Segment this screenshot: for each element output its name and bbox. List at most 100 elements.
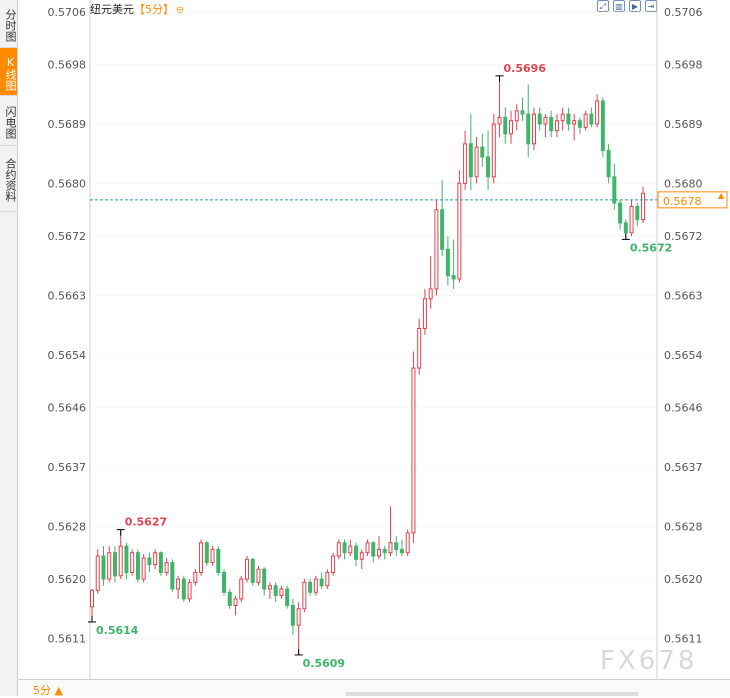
extreme-label: 0.5672 xyxy=(630,241,672,254)
y-tick-label-left: 0.5680 xyxy=(48,177,87,190)
extreme-label: 0.5614 xyxy=(96,624,139,637)
candle-body xyxy=(572,120,577,125)
candle-body xyxy=(348,545,353,554)
candle-body xyxy=(497,116,502,125)
candle-body xyxy=(118,545,123,577)
fit-icon[interactable]: ⤢ xyxy=(597,0,609,12)
y-tick-label-left: 0.5689 xyxy=(48,118,87,131)
y-tick-label-right: 0.5654 xyxy=(664,349,703,362)
candle-body xyxy=(445,248,450,277)
candle-body xyxy=(285,588,290,606)
candle-body xyxy=(199,542,204,573)
candle-body xyxy=(595,100,600,125)
candle-body xyxy=(589,113,594,125)
candle-body xyxy=(90,589,94,608)
y-tick-label-left: 0.5646 xyxy=(48,402,87,415)
y-tick-label-right: 0.5706 xyxy=(664,6,703,19)
candle-body xyxy=(600,100,605,151)
candle-body xyxy=(107,552,112,580)
candle-body xyxy=(457,182,462,280)
candle-body xyxy=(244,558,249,580)
y-axis: 0.5706 0.5706 0.5698 0.5698 0.5689 0.5689 0.56… xyxy=(48,6,703,646)
candle-body xyxy=(377,548,381,557)
candle-body xyxy=(210,548,215,564)
candle-body xyxy=(388,542,393,554)
candle-body xyxy=(583,113,588,128)
y-tick-label-right: 0.5663 xyxy=(664,289,703,302)
candle-body xyxy=(290,604,295,626)
y-tick-label-left: 0.5611 xyxy=(48,632,87,645)
candle-body xyxy=(176,578,181,590)
candle-body xyxy=(187,581,192,600)
candle-body xyxy=(204,542,209,564)
candle-icon[interactable]: ▥ xyxy=(613,0,625,12)
candle-body xyxy=(537,113,542,125)
candle-body xyxy=(354,545,359,560)
candle-body xyxy=(394,542,399,550)
candle-body xyxy=(302,581,307,610)
zoom-out-icon[interactable]: ⊖ xyxy=(176,5,185,16)
y-tick-label-right: 0.5637 xyxy=(664,461,703,474)
candle-body xyxy=(554,120,559,132)
current-price-label: 0.5678 xyxy=(663,195,702,208)
y-tick-label-right: 0.5672 xyxy=(664,230,703,243)
candle-body xyxy=(623,222,628,234)
watermark: FX678 xyxy=(600,646,698,676)
candle-body xyxy=(503,116,508,135)
candle-body xyxy=(181,578,186,600)
candle-body xyxy=(313,578,318,593)
tab-time-sharing[interactable]: 分时图 xyxy=(0,0,17,48)
kline-chart[interactable]: 0.5678 ▲ 0.5696 0.5627 0.5614 0.5609 0.5672 0.… xyxy=(0,0,730,680)
period-selector[interactable]: 5分 ▲ xyxy=(33,684,63,697)
candle-body xyxy=(170,562,175,590)
candle-body xyxy=(486,156,491,178)
tab-flash-chart[interactable]: 闪电图 xyxy=(0,96,17,146)
candle-body xyxy=(468,143,473,178)
tab-kline[interactable]: K线图 xyxy=(0,48,17,96)
candle-body xyxy=(543,116,548,125)
candle-body xyxy=(382,548,387,554)
candle-body xyxy=(371,542,376,557)
candle-body xyxy=(531,113,536,145)
candle-body xyxy=(509,120,514,135)
candle-body xyxy=(629,205,634,234)
y-tick-label-left: 0.5637 xyxy=(48,461,87,474)
candle-body xyxy=(440,209,445,250)
side-tab-bar: 分时图 K线图 闪电图 合约资料 xyxy=(0,0,18,696)
y-tick-label-left: 0.5672 xyxy=(48,230,87,243)
candle-body xyxy=(566,113,571,125)
candle-body xyxy=(262,568,267,590)
candle-body xyxy=(112,552,117,577)
y-tick-label-left: 0.5706 xyxy=(48,6,87,19)
candle-body xyxy=(474,146,479,178)
candle-body xyxy=(130,552,135,573)
candle-body xyxy=(641,192,646,221)
candles xyxy=(90,75,646,655)
candle-body xyxy=(164,562,169,573)
candle-body xyxy=(233,598,238,606)
candle-body xyxy=(267,585,272,590)
candle-body xyxy=(434,209,439,290)
tab-contract-info[interactable]: 合约资料 xyxy=(0,146,17,212)
y-tick-label-left: 0.5620 xyxy=(48,573,87,586)
extreme-label: 0.5627 xyxy=(125,516,167,529)
candle-body xyxy=(417,327,422,369)
candle-body xyxy=(227,591,232,606)
candle-body xyxy=(135,552,140,580)
candle-body xyxy=(250,558,255,583)
candle-body xyxy=(618,202,623,224)
candle-body xyxy=(428,288,433,300)
candle-body xyxy=(365,542,370,554)
scroll-handle[interactable] xyxy=(346,692,638,696)
candle-body xyxy=(193,571,198,583)
play-icon[interactable]: ▶ xyxy=(629,0,641,12)
extreme-label: 0.5609 xyxy=(303,657,345,670)
candle-body xyxy=(405,532,410,554)
candle-body xyxy=(514,110,519,122)
candle-body xyxy=(124,545,129,573)
candle-body xyxy=(273,585,278,597)
y-tick-label-right: 0.5628 xyxy=(664,520,703,533)
candle-body xyxy=(222,571,227,593)
candle-body xyxy=(308,581,313,593)
candle-body xyxy=(239,578,244,600)
